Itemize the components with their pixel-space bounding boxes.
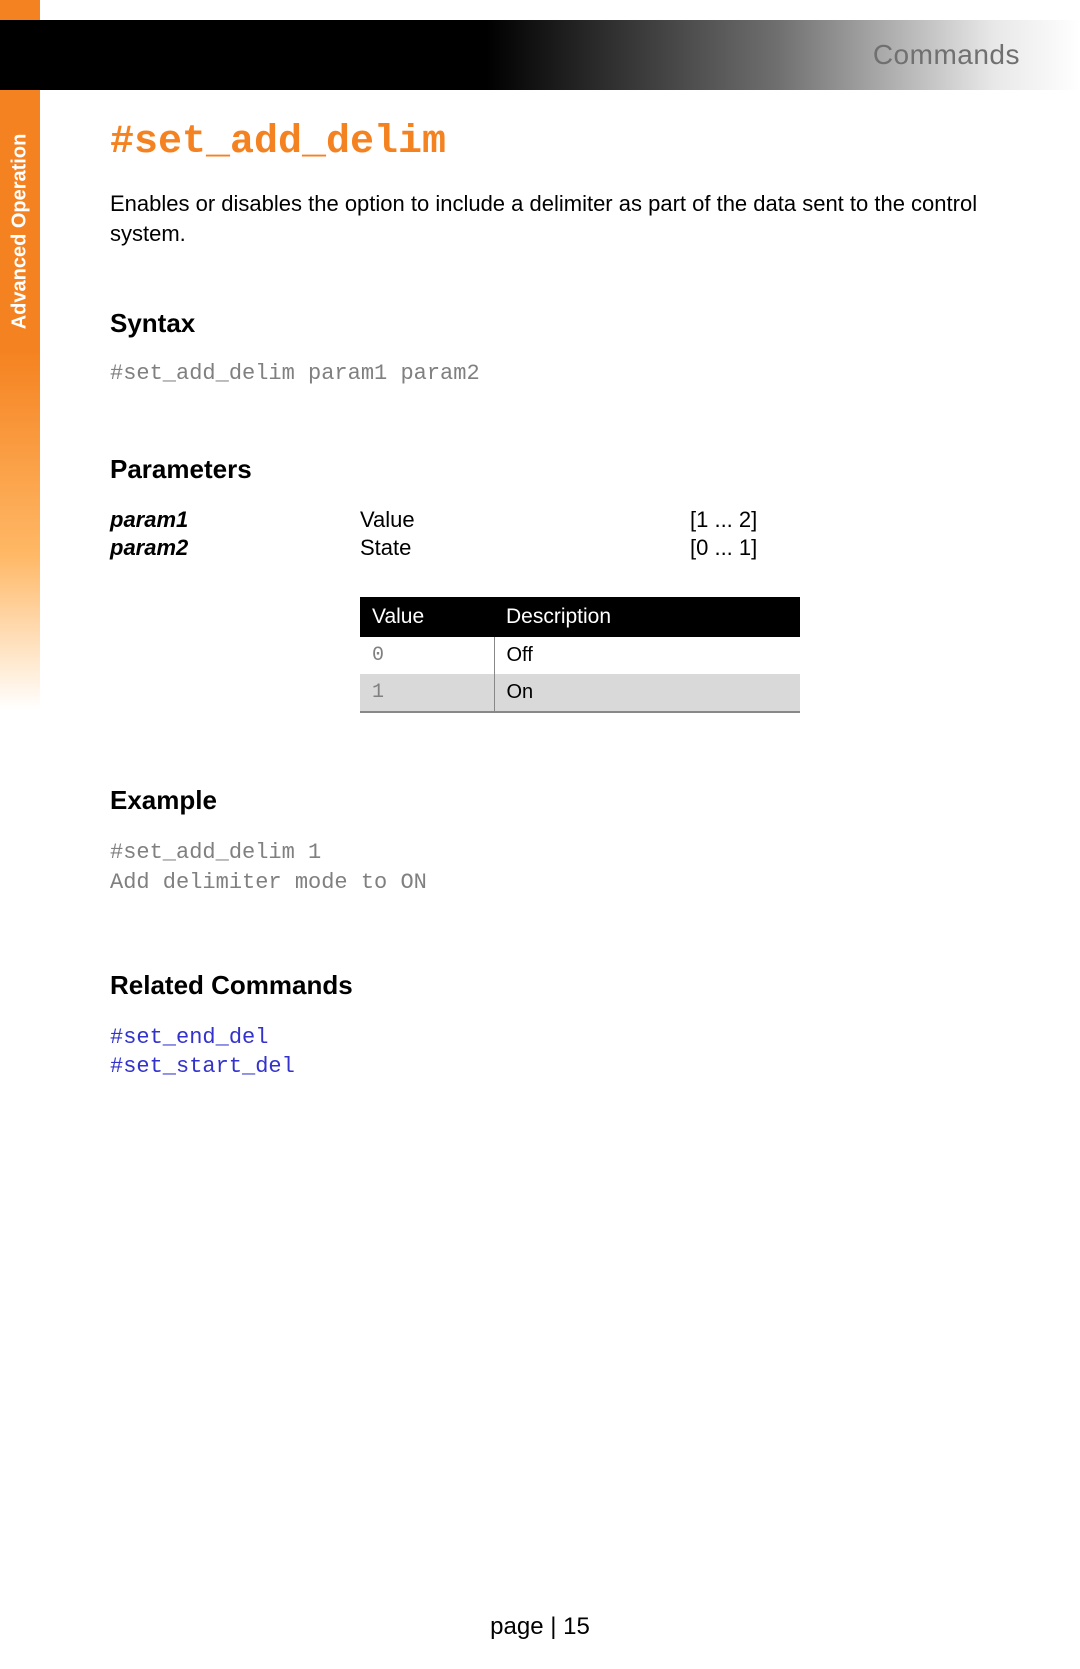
table-cell-value: 0	[360, 637, 494, 674]
table-cell-description: Off	[494, 637, 800, 674]
param-range: [1 ... 2]	[690, 507, 990, 533]
param-name: param1	[110, 507, 360, 533]
top-accent-strip	[0, 0, 40, 20]
syntax-code: #set_add_delim param1 param2	[110, 361, 990, 386]
main-content: #set_add_delim Enables or disables the o…	[110, 120, 990, 1082]
table-cell-description: On	[494, 674, 800, 712]
table-header-description: Description	[494, 597, 800, 637]
table-cell-value: 1	[360, 674, 494, 712]
param-kind: Value	[360, 507, 690, 533]
param-kind: State	[360, 535, 690, 561]
page-footer: page | 15	[0, 1613, 1080, 1641]
param-name: param2	[110, 535, 360, 561]
parameters-heading: Parameters	[110, 454, 990, 485]
related-heading: Related Commands	[110, 970, 990, 1001]
example-code: #set_add_delim 1 Add delimiter mode to O…	[110, 838, 990, 897]
related-link[interactable]: #set_start_del	[110, 1054, 295, 1079]
table-header-value: Value	[360, 597, 494, 637]
header-bar: Commands	[0, 20, 1080, 90]
param-range: [0 ... 1]	[690, 535, 990, 561]
side-tab-label: Advanced Operation	[9, 134, 32, 330]
side-tab: Advanced Operation	[0, 90, 40, 710]
command-title: #set_add_delim	[110, 120, 990, 165]
value-table: Value Description 0 Off 1 On	[360, 597, 800, 713]
example-heading: Example	[110, 785, 990, 816]
related-commands-list: #set_end_del #set_start_del	[110, 1023, 990, 1082]
breadcrumb: Commands	[873, 39, 1020, 71]
command-description: Enables or disables the option to includ…	[110, 189, 990, 248]
parameters-grid: param1 Value [1 ... 2] param2 State [0 .…	[110, 507, 990, 561]
table-row: 0 Off	[360, 637, 800, 674]
related-link[interactable]: #set_end_del	[110, 1025, 268, 1050]
table-row: 1 On	[360, 674, 800, 712]
syntax-heading: Syntax	[110, 308, 990, 339]
